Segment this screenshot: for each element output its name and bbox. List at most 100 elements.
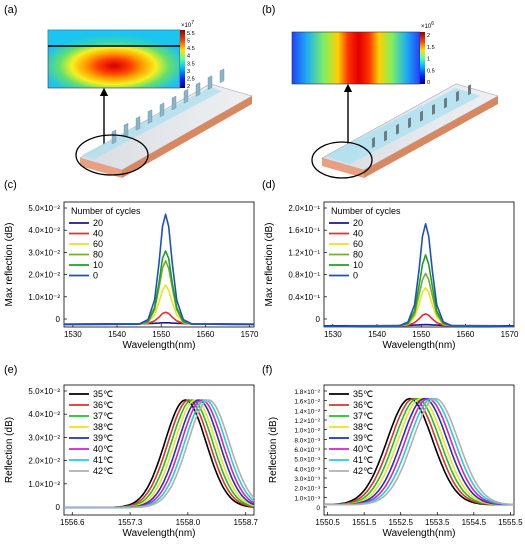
legend-entry: 10	[353, 260, 363, 270]
y-tick-label: 1.6×10⁻²	[294, 399, 320, 406]
grating-tooth	[372, 137, 375, 148]
panel-a: (a) ×107 5.5 54.5 43.5 32.5 2	[4, 4, 253, 178]
legend-entry: 80	[93, 250, 103, 260]
grating-tooth	[456, 90, 459, 102]
legend-entry: 38℃	[93, 422, 113, 432]
legend-entry: 40	[93, 229, 103, 239]
legend-entry: 0	[353, 271, 358, 281]
x-axis-label: Wavelength(nm)	[123, 340, 196, 351]
y-tick-label: 2.0×10⁻³	[294, 486, 320, 493]
plot-frame	[63, 201, 255, 328]
y-tick-label: 5.0×10⁻³	[294, 457, 320, 464]
colorbar-tick: 4	[187, 54, 190, 60]
x-tick-label: 1570	[241, 330, 259, 339]
colorbar-tick: 2	[187, 84, 190, 90]
legend-entry: 60	[353, 239, 363, 249]
chart-f: 1550.5 1551.5 1552.5 1553.5 1554.5 1555.5 0 1.0…	[268, 384, 523, 539]
grating-tooth	[408, 117, 411, 129]
y-tick-label: 4.0×10⁻²	[28, 410, 60, 419]
chart-d: 1530 1540 1550 1560 1570 0 0.4×10⁻¹ 0.8×10⁻¹ 1.2…	[264, 201, 519, 351]
series-line-5	[323, 223, 515, 328]
y-axis-label: Max reflection (dB)	[264, 223, 275, 307]
y-tick-label: 1.4×10⁻²	[294, 408, 320, 415]
y-tick-label: 1.6×10⁻¹	[288, 226, 320, 235]
panel-b: (b) ×106 2 1.5 1 0.5 0	[262, 4, 499, 179]
series-line-7	[64, 399, 255, 509]
legend-entry: 40℃	[353, 444, 373, 454]
y-axis-label: Max reflection (dB)	[4, 223, 15, 307]
grating-tooth	[219, 68, 225, 84]
colorbar-tick: 5	[187, 39, 190, 45]
series-line-4	[323, 254, 515, 328]
mode-field-map-b	[291, 31, 421, 85]
legend-entry: 41℃	[353, 455, 373, 465]
x-tick-label: 1555.5	[498, 518, 523, 527]
colorbar-b-ticks: 2 1.5 1 0.5 0	[427, 33, 435, 86]
x-tick-label: 1558.7	[234, 518, 259, 527]
legend-entry: 36℃	[353, 400, 373, 410]
grating-tooth	[432, 104, 435, 115]
grating-tooth	[135, 116, 141, 131]
device-a	[79, 68, 253, 178]
legend-entry: 36℃	[93, 400, 113, 410]
legend-entry: 35℃	[353, 389, 373, 399]
x-tick-label: 1560	[196, 330, 214, 339]
legend-entry: 40℃	[93, 444, 113, 454]
legend-entry: 42℃	[353, 466, 373, 476]
y-tick-label: 0.4×10⁻¹	[288, 293, 320, 302]
colorbar-tick: 1.5	[427, 45, 435, 51]
x-axis-label: Wavelength(nm)	[123, 528, 196, 539]
chart-c: 1530 1540 1550 1560 1570 0 1.0×10⁻² 2.0×10⁻² 3.0…	[4, 201, 259, 351]
legend-entry: 10	[93, 260, 103, 270]
x-tick-label: 1560	[456, 330, 474, 339]
x-tick-label: 1570	[501, 330, 519, 339]
y-tick-label: 8.0×10⁻³	[294, 437, 320, 444]
grating-teeth-a	[111, 68, 225, 145]
legend-entry: 0	[93, 271, 98, 281]
y-tick-label: 1.0×10⁻²	[28, 480, 60, 489]
y-tick-label: 0	[56, 315, 61, 324]
grating-tooth	[396, 123, 399, 135]
x-axis-label: Wavelength(nm)	[383, 340, 456, 351]
x-tick-label: 1551.5	[352, 518, 377, 527]
y-axis-label: Reflection (dB)	[268, 417, 279, 483]
x-tick-label: 1550.5	[315, 518, 340, 527]
grating-tooth	[159, 102, 165, 118]
grating-tooth	[147, 109, 153, 124]
panel-label-a: (a)	[4, 4, 17, 16]
y-axis-label: Reflection (dB)	[4, 417, 15, 483]
x-tick-label: 1540	[368, 330, 386, 339]
colorbar-b	[420, 32, 425, 84]
grating-tooth	[384, 130, 387, 142]
legend-entry: 35℃	[93, 389, 113, 399]
legend-entry: 80	[353, 250, 363, 260]
grating-tooth	[468, 84, 471, 96]
x-tick-label: 1530	[64, 330, 82, 339]
colorbar-tick: 1	[427, 57, 430, 63]
x-tick-label: 1557.3	[118, 518, 143, 527]
y-tick-label: 1.0×10⁻²	[294, 428, 320, 435]
legend-entry: 20	[93, 218, 103, 228]
panel-label-e: (e)	[4, 364, 17, 376]
grating-tooth	[171, 95, 177, 111]
colorbar-a-ticks: 5.5 54.5 43.5 32.5 2	[187, 31, 195, 90]
y-tick-label: 0.8×10⁻¹	[288, 271, 320, 280]
colorbar-a	[180, 30, 185, 88]
colorbar-tick: 2	[427, 33, 430, 39]
y-tick-label: 2.0×10⁻¹	[288, 204, 320, 213]
highlight-ellipse-a	[75, 134, 149, 176]
colorbar-tick: 3.5	[187, 61, 195, 67]
colorbar-tick: 2.5	[187, 76, 195, 82]
y-tick-label: 4.0×10⁻³	[294, 466, 320, 473]
x-tick-label: 1550	[412, 330, 430, 339]
y-tick-label: 1.0×10⁻³	[294, 495, 320, 502]
x-axis-label: Wavelength(nm)	[383, 528, 456, 539]
y-tick-label: 0	[316, 505, 320, 512]
colorbar-tick: 5.5	[187, 31, 195, 37]
y-tick-label: 6.0×10⁻³	[294, 447, 320, 454]
y-tick-label: 4.0×10⁻²	[28, 226, 60, 235]
y-tick-label: 3.0×10⁻³	[294, 476, 320, 483]
series-line-7	[324, 397, 515, 506]
x-tick-label: 1550	[152, 330, 170, 339]
